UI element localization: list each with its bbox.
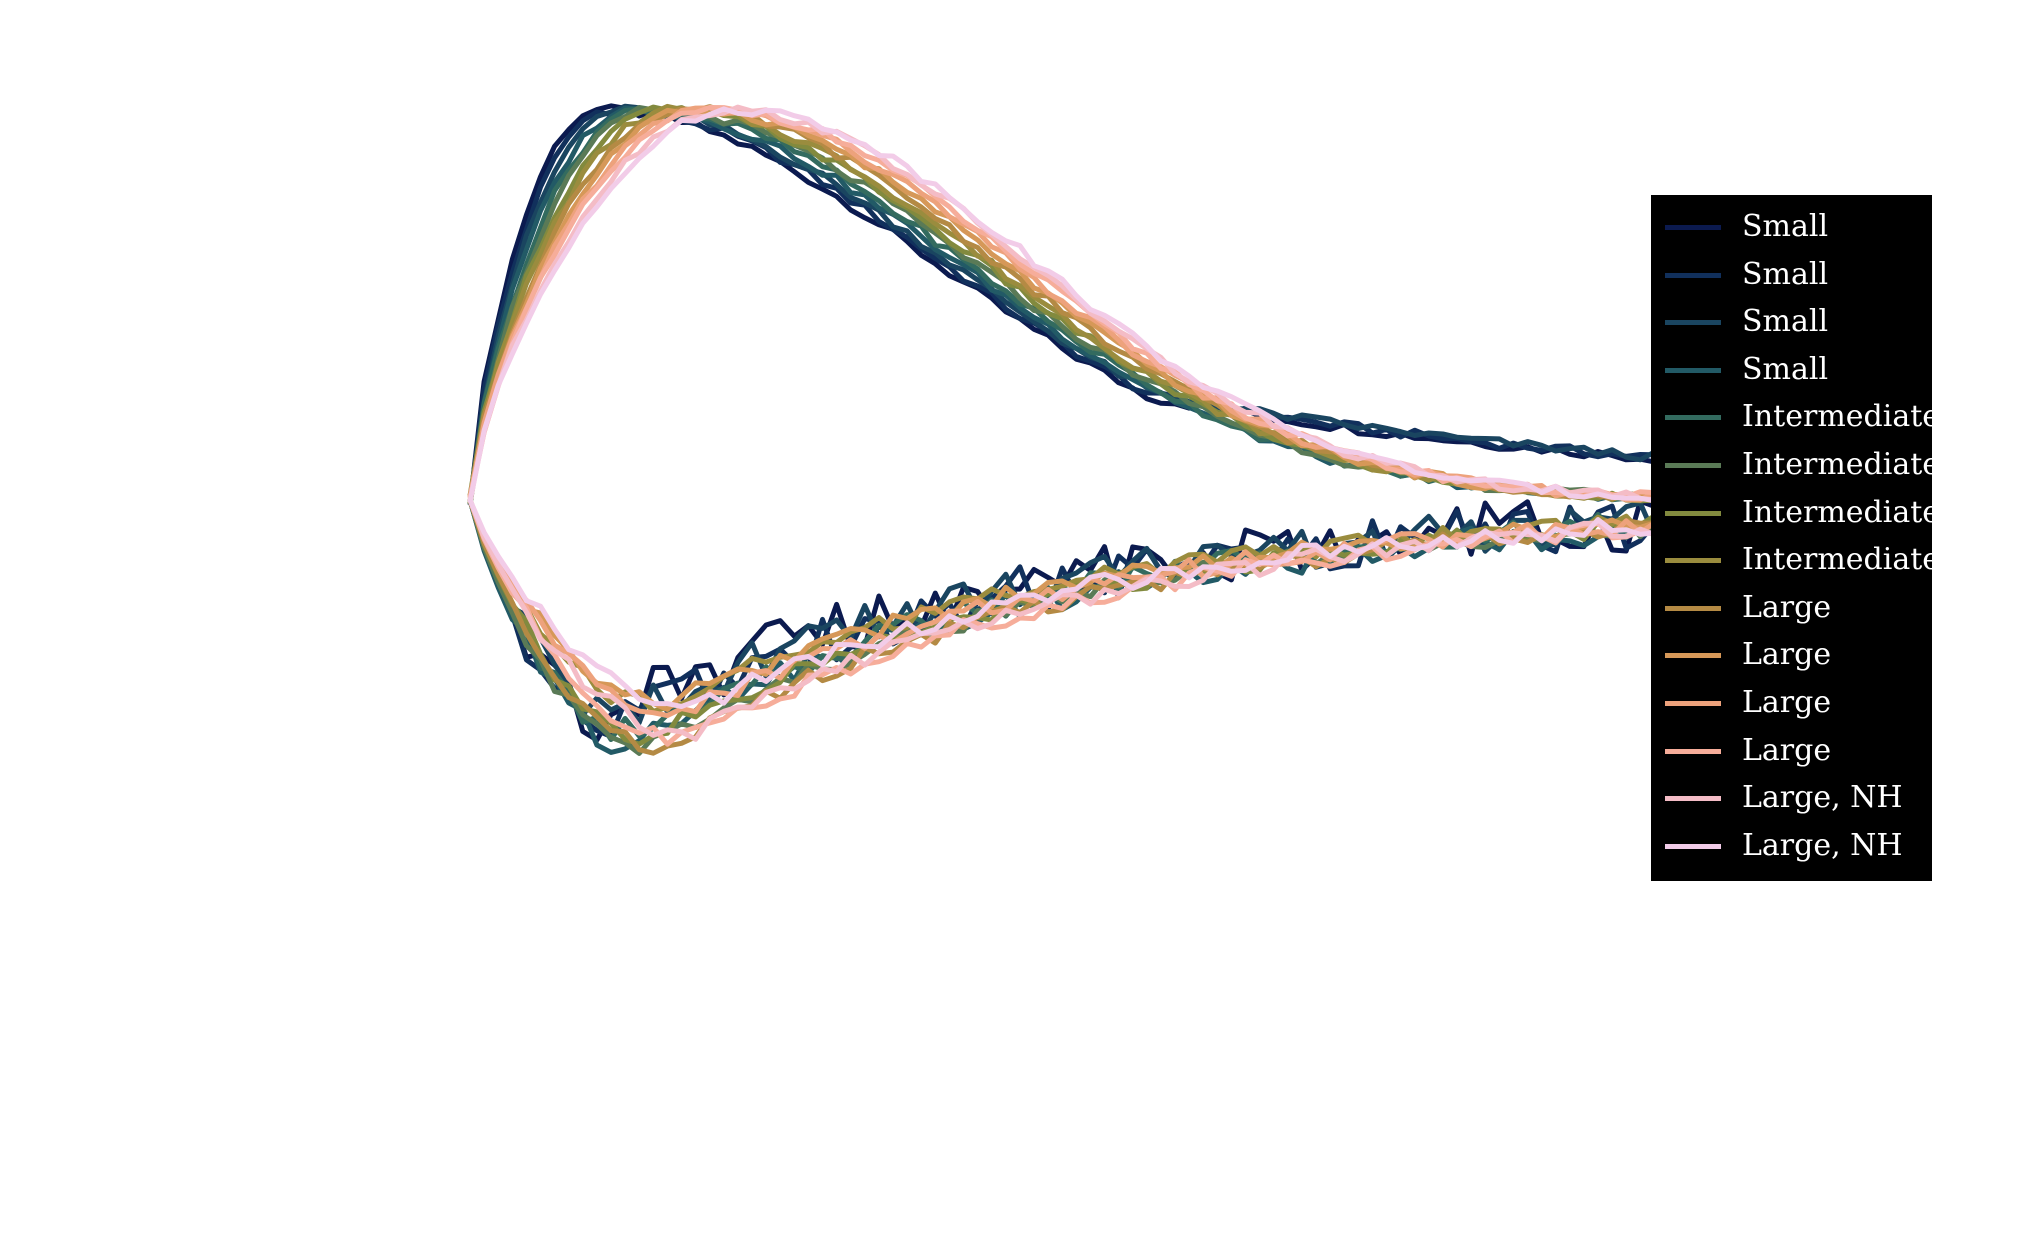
legend-label: Large: [1742, 589, 1832, 625]
legend-swatch: [1665, 701, 1721, 706]
series-lines: [467, 103, 1883, 756]
legend-label: Large, NH: [1742, 780, 1903, 816]
legend-item-2: Small: [1651, 251, 1932, 299]
legend-swatch: [1665, 748, 1721, 754]
legend-item-12: Large: [1651, 727, 1932, 775]
legend-swatch: [1665, 367, 1721, 373]
legend-label: Large: [1742, 732, 1832, 768]
legend-item-7: Intermediate: [1651, 489, 1940, 537]
legend-label: Intermediate: [1742, 542, 1941, 578]
legend-label: Intermediate: [1742, 447, 1941, 482]
series-line-14-lower: [467, 499, 1882, 709]
legend-swatch: [1665, 605, 1721, 611]
legend-item-14: Large, NH: [1651, 822, 1932, 870]
legend-swatch: [1665, 415, 1721, 421]
legend-label: Large: [1742, 637, 1832, 673]
legend-label: Small: [1742, 256, 1829, 292]
legend-item-4: Small: [1651, 346, 1932, 394]
legend-label: Intermediate: [1742, 494, 1941, 530]
legend-label: Intermediate: [1742, 399, 1941, 435]
series-line-13-lower: [467, 499, 1882, 742]
legend-swatch: [1665, 796, 1721, 802]
legend-item-10: Large: [1651, 631, 1932, 679]
legend-item-13: Large, NH: [1651, 774, 1932, 822]
legend-swatch: [1665, 843, 1721, 849]
legend-label: Small: [1742, 304, 1829, 340]
legend-item-8: Intermediate: [1651, 536, 1940, 584]
legend-swatch: [1665, 510, 1721, 516]
legend-label: Small: [1742, 209, 1829, 244]
legend-swatch: [1665, 272, 1721, 278]
legend-item-6: Intermediate: [1651, 441, 1940, 489]
legend-label: Large: [1742, 685, 1832, 720]
legend-swatch: [1665, 463, 1721, 468]
legend-item-1: Small: [1651, 203, 1932, 251]
legend-swatch: [1665, 653, 1721, 659]
legend-item-5: Intermediate: [1651, 393, 1940, 441]
legend-label: Small: [1742, 351, 1829, 387]
legend-swatch: [1665, 558, 1721, 564]
legend-swatch: [1665, 320, 1721, 326]
legend-item-9: Large: [1651, 584, 1932, 632]
legend-swatch: [1665, 225, 1721, 230]
legend: Small Small Small Small Intermediate Intermed…: [1651, 195, 1940, 881]
legend-item-3: Small: [1651, 298, 1932, 346]
series-line-14-upper: [467, 106, 1881, 507]
legend-item-11: Large: [1651, 679, 1932, 727]
legend-label: Large, NH: [1742, 827, 1903, 863]
